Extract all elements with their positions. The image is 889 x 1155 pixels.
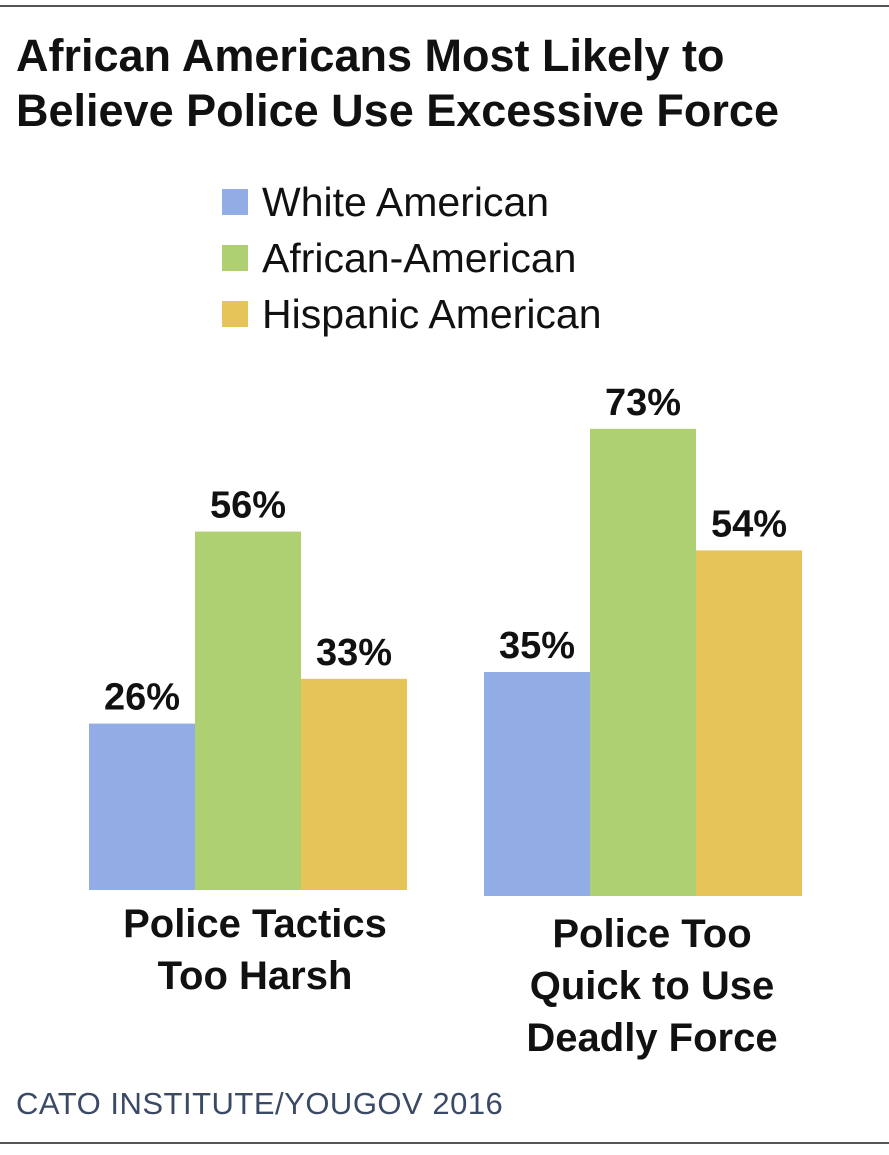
- legend-swatch-hispanic-american: [222, 301, 248, 327]
- legend-label-hispanic-american: Hispanic American: [262, 291, 602, 337]
- legend-swatch-white-american: [222, 189, 248, 215]
- legend-item-african-american: African-American: [222, 230, 602, 286]
- bar-african-american-police-too-quick-to-use-deadly-force: [590, 428, 696, 896]
- category-label-deadly-force: Police Too Quick to Use Deadly Force: [484, 908, 820, 1064]
- data-label-african-american-police-tactics-too-harsh: 56%: [210, 485, 286, 527]
- legend-label-white-american: White American: [262, 179, 550, 225]
- data-label-white-american-police-tactics-too-harsh: 26%: [104, 677, 180, 719]
- category-label-deadly-force-line-2: Quick to Use: [529, 964, 775, 1008]
- category-label-deadly-force-line-3: Deadly Force: [526, 1016, 778, 1060]
- category-label-police-tactics-line-1: Police Tactics: [123, 902, 387, 946]
- source-credit: CATO INSTITUTE/YOUGOV 2016: [16, 1086, 504, 1121]
- bar-hispanic-american-police-tactics-too-harsh: [301, 678, 407, 890]
- chart-title-line-1: African Americans Most Likely to: [16, 30, 725, 81]
- top-rule: [0, 5, 889, 7]
- bar-african-american-police-tactics-too-harsh: [195, 531, 301, 890]
- data-label-african-american-police-too-quick-to-use-deadly-force: 73%: [605, 382, 681, 424]
- chart-title: African Americans Most Likely to Believe…: [16, 28, 876, 138]
- bottom-rule: [0, 1142, 889, 1144]
- category-label-police-tactics: Police Tactics Too Harsh: [90, 898, 420, 1002]
- data-label-white-american-police-too-quick-to-use-deadly-force: 35%: [499, 625, 575, 667]
- bar-white-american-police-too-quick-to-use-deadly-force: [484, 672, 590, 896]
- legend-item-white-american: White American: [222, 174, 602, 230]
- chart-title-line-2: Believe Police Use Excessive Force: [16, 85, 779, 136]
- category-label-deadly-force-line-1: Police Too: [552, 912, 752, 956]
- legend-item-hispanic-american: Hispanic American: [222, 286, 602, 342]
- legend-label-african-american: African-American: [262, 235, 577, 281]
- data-label-hispanic-american-police-tactics-too-harsh: 33%: [316, 632, 392, 674]
- bar-white-american-police-tactics-too-harsh: [89, 723, 195, 890]
- data-label-hispanic-american-police-too-quick-to-use-deadly-force: 54%: [711, 503, 787, 545]
- legend-swatch-african-american: [222, 245, 248, 271]
- category-label-police-tactics-line-2: Too Harsh: [157, 954, 353, 998]
- bar-hispanic-american-police-too-quick-to-use-deadly-force: [696, 550, 802, 896]
- legend: White American African-American Hispanic…: [222, 174, 602, 342]
